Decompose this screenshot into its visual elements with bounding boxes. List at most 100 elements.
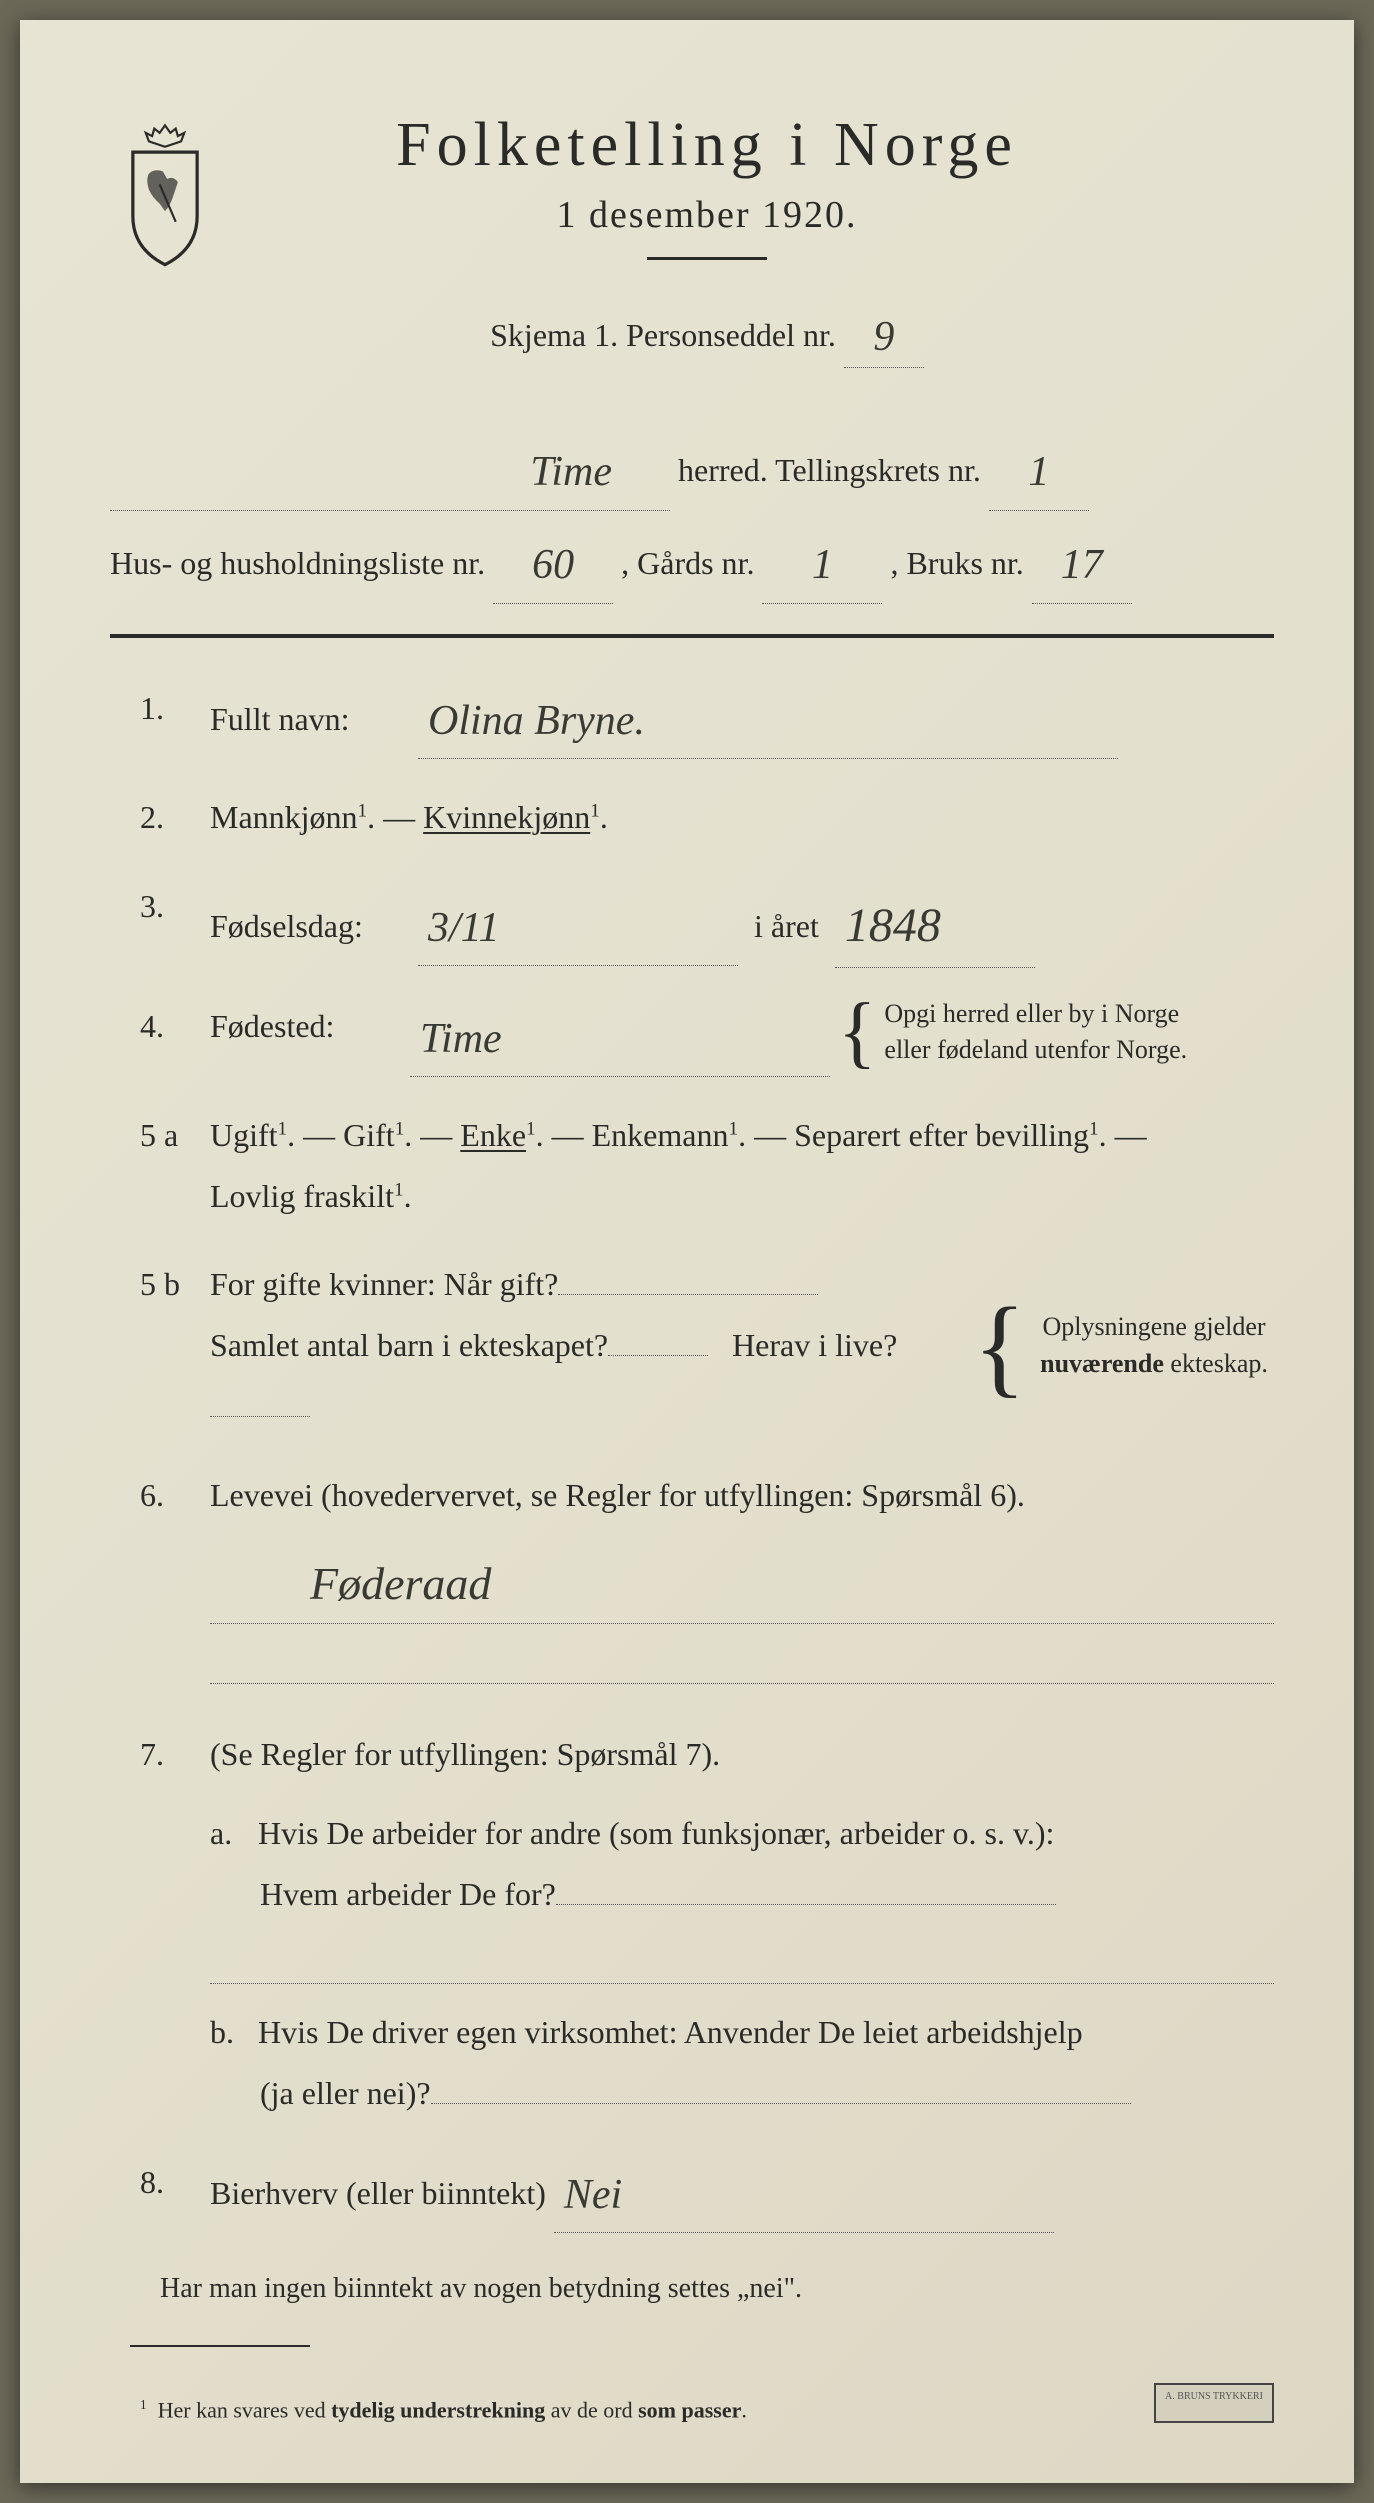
- tellingskrets-value: 1: [1028, 449, 1049, 495]
- q6-label: Levevei (hovedervervet, se Regler for ut…: [210, 1477, 1025, 1513]
- coat-of-arms-icon: [110, 120, 220, 270]
- q5b-num: 5 b: [140, 1254, 190, 1436]
- tellingskrets-field: 1: [989, 426, 1089, 511]
- q5b-field-c: [210, 1416, 310, 1417]
- q6: 6. Levevei (hovedervervet, se Regler for…: [140, 1465, 1274, 1684]
- q5b-fields: For gifte kvinner: Når gift? Samlet anta…: [210, 1254, 965, 1436]
- q8-label: Bierhverv (eller biinntekt): [210, 2175, 546, 2211]
- footer-note: Har man ingen biinntekt av nogen betydni…: [160, 2273, 1274, 2305]
- q5b-field-b: [608, 1355, 708, 1356]
- q1-num: 1.: [140, 678, 190, 759]
- q3-num: 3.: [140, 876, 190, 968]
- q5b-body: For gifte kvinner: Når gift? Samlet anta…: [210, 1254, 1274, 1436]
- footnote-num: 1: [140, 2397, 147, 2412]
- q2-kvinne: Kvinnekjønn: [423, 799, 590, 835]
- q7a-q: Hvem arbeider De for?: [260, 1876, 556, 1912]
- q5b-label-a: For gifte kvinner: Når gift?: [210, 1266, 558, 1302]
- q2-mann: Mannkjønn: [210, 799, 358, 835]
- q7a-field-1: [556, 1904, 1056, 1905]
- footnote-text: Her kan svares ved tydelig understreknin…: [158, 2397, 747, 2422]
- q5a-num: 5 a: [140, 1105, 190, 1227]
- q4-label: Fødested:: [210, 996, 410, 1057]
- q7-label: (Se Regler for utfyllingen: Spørsmål 7).: [210, 1736, 720, 1772]
- q2-num: 2.: [140, 787, 190, 848]
- q8-body: Bierhverv (eller biinntekt) Nei: [210, 2152, 1274, 2233]
- q4-note: Opgi herred eller by i Norge eller fødel…: [884, 996, 1224, 1069]
- meta-row-herred: Time herred. Tellingskrets nr. 1: [110, 426, 1274, 511]
- q2-body: Mannkjønn1. — Kvinnekjønn1.: [210, 787, 1274, 848]
- q3-body: Fødselsdag: 3/11 i året 1848: [210, 876, 1274, 968]
- q3-day-field: 3/11: [418, 885, 738, 966]
- q5a-opt2: Gift: [343, 1117, 395, 1153]
- q4: 4. Fødested: Time { Opgi herred eller by…: [140, 996, 1274, 1077]
- q4-value: Time: [420, 1016, 502, 1062]
- husholdning-field: 60: [493, 519, 613, 604]
- q8-field: Nei: [554, 2152, 1054, 2233]
- q2-sup1: 1: [358, 800, 368, 821]
- q5a-opt3: Enke: [460, 1117, 526, 1153]
- q5a: 5 a Ugift1. — Gift1. — Enke1. — Enkemann…: [140, 1105, 1274, 1227]
- q5b: 5 b For gifte kvinner: Når gift? Samlet …: [140, 1254, 1274, 1436]
- q3-year-value: 1848: [845, 899, 941, 952]
- q1-body: Fullt navn: Olina Bryne.: [210, 678, 1274, 759]
- q6-value: Føderaad: [310, 1558, 491, 1609]
- q7a: a. Hvis De arbeider for andre (som funks…: [210, 1803, 1274, 1985]
- q2-sup2: 1: [590, 800, 600, 821]
- title-block: Folketelling i Norge 1 desember 1920. Sk…: [250, 110, 1274, 386]
- q1-value: Olina Bryne.: [428, 698, 645, 744]
- q6-num: 6.: [140, 1465, 190, 1684]
- q5b-label-c: Herav i live?: [732, 1327, 897, 1363]
- q1-label: Fullt navn:: [210, 689, 410, 750]
- gards-field: 1: [762, 519, 882, 604]
- q7a-field-2: [210, 1934, 1274, 1984]
- q2-dash: . —: [367, 799, 423, 835]
- q3-year-field: 1848: [835, 876, 1035, 968]
- herred-value: Time: [530, 449, 612, 495]
- herred-label: herred. Tellingskrets nr.: [678, 452, 981, 488]
- q7a-num: a.: [210, 1803, 250, 1864]
- footnote-rule: [130, 2345, 310, 2347]
- q5a-body: Ugift1. — Gift1. — Enke1. — Enkemann1. —…: [210, 1105, 1274, 1227]
- q5a-opt5: Separert efter bevilling: [794, 1117, 1089, 1153]
- q8: 8. Bierhverv (eller biinntekt) Nei: [140, 2152, 1274, 2233]
- header: Folketelling i Norge 1 desember 1920. Sk…: [110, 110, 1274, 386]
- herred-field: Time: [110, 426, 670, 511]
- q6-field-1: Føderaad: [210, 1536, 1274, 1624]
- q5b-note: Oplysningene gjelder nuværende ekteskap.: [1034, 1309, 1274, 1382]
- bruks-label: , Bruks nr.: [890, 545, 1023, 581]
- gards-value: 1: [812, 542, 833, 588]
- q5b-note-group: { Oplysningene gjelder nuværende ekteska…: [965, 1309, 1274, 1382]
- q3: 3. Fødselsdag: 3/11 i året 1848: [140, 876, 1274, 968]
- bruks-value: 17: [1061, 542, 1103, 588]
- q3-label: Fødselsdag:: [210, 896, 410, 957]
- bruks-field: 17: [1032, 519, 1132, 604]
- hus-label: Hus- og husholdningsliste nr.: [110, 545, 485, 581]
- q4-field: Time: [410, 996, 830, 1077]
- subtitle: 1 desember 1920.: [250, 193, 1164, 237]
- q3-day-value: 3/11: [428, 905, 500, 951]
- q8-value: Nei: [564, 2172, 622, 2218]
- brace-icon: {: [838, 1008, 876, 1056]
- q7b-field: [431, 2103, 1131, 2104]
- q5b-field-a: [558, 1294, 818, 1295]
- q7b: b. Hvis De driver egen virksomhet: Anven…: [210, 2002, 1274, 2124]
- brace-icon-2: {: [973, 1313, 1026, 1379]
- gards-label: , Gårds nr.: [621, 545, 754, 581]
- title-rule: [647, 257, 767, 260]
- main-title: Folketelling i Norge: [250, 110, 1164, 181]
- q3-mid: i året: [754, 908, 819, 944]
- personseddel-nr-value: 9: [873, 314, 894, 360]
- personseddel-nr-field: 9: [844, 300, 924, 368]
- q4-body: Fødested: Time { Opgi herred eller by i …: [210, 996, 1274, 1077]
- q2-end: .: [600, 799, 608, 835]
- meta-block: Time herred. Tellingskrets nr. 1 Hus- og…: [110, 426, 1274, 604]
- q7b-q: (ja eller nei)?: [260, 2075, 431, 2111]
- q8-num: 8.: [140, 2152, 190, 2233]
- q5a-opt1: Ugift: [210, 1117, 278, 1153]
- q6-body: Levevei (hovedervervet, se Regler for ut…: [210, 1465, 1274, 1684]
- meta-line-1: Skjema 1. Personseddel nr. 9: [250, 300, 1164, 368]
- census-form-page: Folketelling i Norge 1 desember 1920. Sk…: [20, 20, 1354, 2483]
- q1-field: Olina Bryne.: [418, 678, 1118, 759]
- printer-stamp: A. BRUNS TRYKKERI: [1154, 2383, 1274, 2423]
- q7a-text: Hvis De arbeider for andre (som funksjon…: [258, 1815, 1054, 1851]
